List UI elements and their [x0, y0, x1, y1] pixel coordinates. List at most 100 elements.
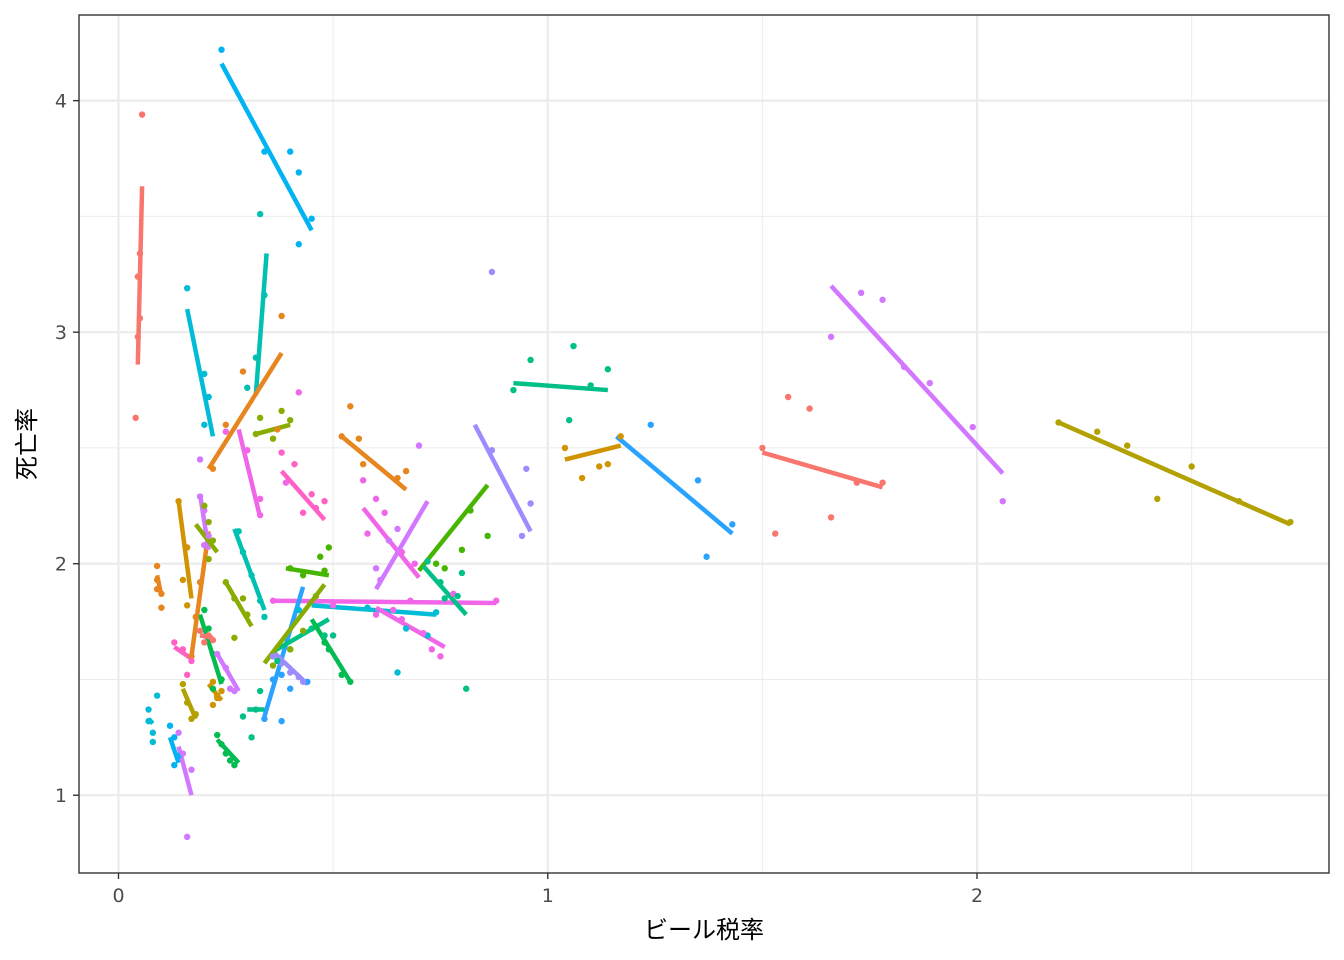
data-point: [158, 604, 165, 611]
data-point: [205, 632, 212, 639]
data-point: [312, 623, 320, 630]
data-point: [359, 460, 367, 468]
data-point: [308, 491, 315, 498]
data-point: [218, 46, 225, 53]
regression-line: [189, 530, 211, 657]
data-point: [407, 597, 414, 604]
data-point: [458, 569, 466, 577]
data-point: [188, 657, 195, 665]
data-point: [201, 502, 208, 510]
data-point: [694, 477, 702, 484]
data-point: [295, 673, 302, 681]
regression-line: [271, 617, 330, 654]
data-point: [926, 379, 933, 387]
data-point: [231, 687, 238, 695]
data-point: [286, 565, 294, 572]
data-point: [390, 606, 397, 614]
data-point: [205, 532, 212, 540]
data-point: [196, 627, 204, 635]
data-point: [355, 435, 363, 442]
data-point: [523, 465, 530, 472]
data-point: [214, 731, 221, 739]
data-point: [201, 606, 208, 614]
data-point: [488, 447, 496, 454]
data-point: [205, 518, 212, 526]
data-point: [286, 416, 294, 424]
data-point: [218, 676, 225, 683]
data-point: [312, 592, 320, 600]
data-point: [570, 342, 577, 350]
regression-line: [253, 253, 269, 395]
data-point: [158, 590, 165, 597]
data-point: [183, 671, 191, 679]
data-point: [437, 653, 444, 660]
data-point: [166, 722, 174, 729]
data-point: [222, 579, 230, 586]
data-point: [295, 389, 302, 396]
regression-line: [279, 469, 327, 522]
data-point: [381, 509, 388, 516]
data-point: [201, 639, 208, 646]
data-point: [578, 474, 586, 482]
data-point: [394, 474, 401, 482]
data-point: [295, 169, 302, 176]
data-point: [329, 632, 337, 639]
regression-line: [223, 581, 254, 628]
data-point: [209, 537, 217, 544]
regression-line: [255, 422, 291, 437]
data-point: [286, 685, 294, 692]
regression-line: [184, 308, 216, 437]
data-point: [239, 548, 247, 556]
regression-line: [829, 284, 1005, 475]
data-point: [136, 315, 144, 322]
data-point: [772, 530, 779, 537]
data-point: [269, 435, 277, 442]
data-point: [179, 750, 187, 757]
data-point: [999, 497, 1006, 505]
data-point: [454, 592, 461, 600]
data-point: [179, 576, 187, 584]
data-point: [402, 625, 410, 632]
data-point: [188, 653, 195, 660]
data-point: [183, 833, 191, 841]
regression-line: [564, 443, 622, 462]
data-point: [205, 393, 212, 401]
data-point: [134, 333, 142, 341]
data-point: [1287, 518, 1294, 526]
data-point: [321, 632, 328, 639]
x-tick-label: 2: [971, 885, 983, 907]
axis-ticks: 0 1 2 1 2 3 4: [55, 91, 983, 907]
data-point: [209, 636, 217, 644]
regression-line: [197, 613, 224, 685]
data-point: [402, 467, 410, 475]
data-point: [261, 613, 268, 621]
regression-line: [421, 564, 468, 617]
data-point: [248, 734, 255, 741]
data-point: [385, 537, 393, 544]
data-point: [299, 509, 307, 516]
data-point: [235, 528, 242, 535]
data-point: [201, 370, 208, 378]
data-point: [415, 442, 423, 449]
data-point: [196, 493, 204, 500]
data-point: [295, 606, 302, 614]
data-point: [420, 629, 427, 637]
data-point: [256, 511, 264, 519]
data-point: [222, 428, 230, 435]
data-point: [278, 312, 285, 320]
data-point: [432, 609, 440, 616]
data-point: [134, 273, 142, 280]
data-point: [518, 532, 526, 540]
regression-line: [273, 598, 497, 606]
data-point: [372, 565, 380, 572]
data-point: [729, 521, 736, 528]
regression-line: [236, 428, 263, 518]
data-point: [196, 579, 204, 586]
data-point: [364, 604, 371, 611]
regression-line: [374, 500, 430, 591]
data-point: [969, 423, 976, 431]
data-point: [286, 148, 294, 155]
data-point: [437, 579, 444, 586]
data-point: [488, 268, 496, 276]
